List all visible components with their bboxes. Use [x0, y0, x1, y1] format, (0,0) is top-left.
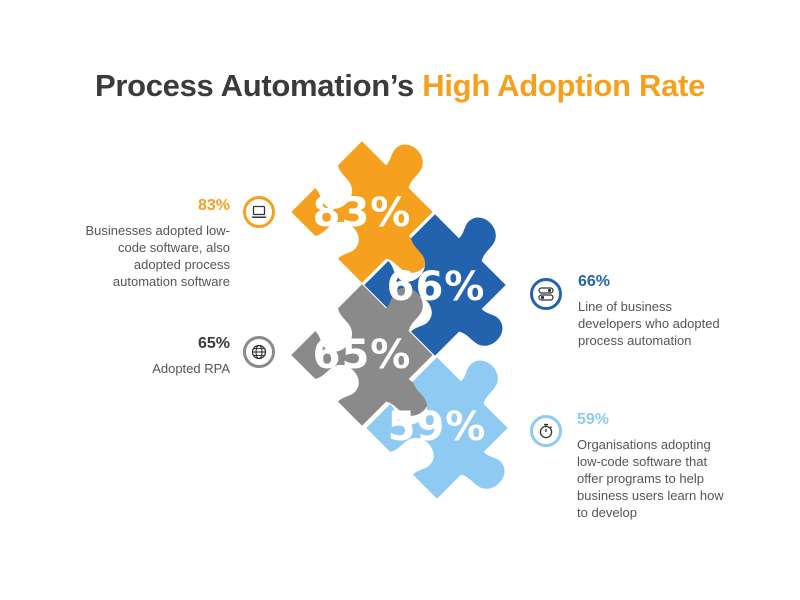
laptop-icon [243, 196, 275, 228]
stat-59: 59% Organisations adopting low-code soft… [577, 410, 762, 521]
page-title: Process Automation’s High Adoption Rate [0, 66, 800, 106]
stat-value-83: 83% [197, 197, 230, 214]
stat-value-59: 59% [577, 411, 610, 428]
piece-label-65: 65% [313, 332, 412, 378]
stat-65: 65% Adopted RPA [100, 334, 230, 377]
title-main: Process Automation’s [94, 68, 423, 103]
stat-value-65: 65% [197, 335, 230, 352]
piece-label-83: 83% [313, 190, 412, 236]
stat-text-59: Organisations adopting low-code software… [577, 437, 724, 520]
title-accent: High Adoption Rate [422, 68, 706, 103]
piece-label-66: 66% [387, 264, 486, 310]
piece-label-59: 59% [388, 404, 487, 450]
stat-value-66: 66% [578, 273, 611, 290]
stat-text-83: Businesses adopted low- code software, a… [85, 223, 230, 289]
globe-icon [243, 336, 275, 368]
stat-66: 66% Line of business developers who adop… [578, 272, 758, 349]
stat-text-66: Line of business developers who adopted … [578, 299, 720, 348]
stopwatch-icon [530, 415, 562, 447]
toggle-switch-icon [530, 278, 562, 310]
stat-text-65: Adopted RPA [152, 361, 230, 376]
stat-83: 83% Businesses adopted low- code softwar… [78, 196, 230, 290]
